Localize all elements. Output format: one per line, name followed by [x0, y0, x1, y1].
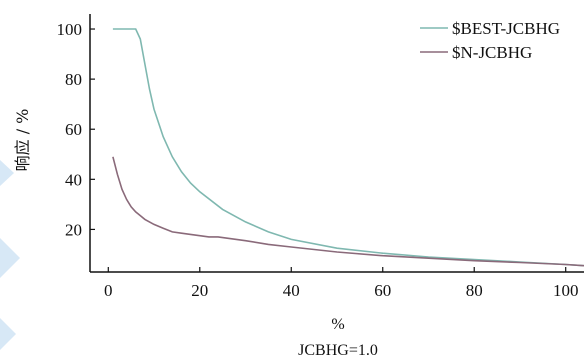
x-tick-label: 20 — [191, 281, 208, 300]
x-ticks: 0 20 40 60 80 100 — [104, 267, 578, 300]
series-line-1 — [112, 28, 584, 267]
y-tick-label: 60 — [65, 120, 82, 139]
y-tick-label: 80 — [65, 70, 82, 89]
y-tick-label: 40 — [65, 170, 82, 189]
series-layer — [112, 28, 584, 267]
legend: $BEST-JCBHG $N-JCBHG — [420, 19, 560, 62]
series-line-2 — [112, 156, 584, 267]
plot-area: 0 20 40 60 80 100 20 40 60 80 100 — [57, 14, 584, 300]
x-tick-label: 100 — [553, 281, 579, 300]
y-ticks: 20 40 60 80 100 — [57, 20, 95, 239]
x-axis-label: % — [331, 316, 344, 333]
x-tick-label: 40 — [283, 281, 300, 300]
y-tick-label: 100 — [57, 20, 83, 39]
x-axis-condition-label: JCBHG=1.0 — [298, 342, 378, 359]
y-axis-label: 响应 / % — [13, 109, 32, 172]
x-tick-label: 0 — [104, 281, 113, 300]
watermark-decoration — [0, 160, 20, 350]
legend-label-1: $BEST-JCBHG — [452, 19, 560, 38]
legend-label-2: $N-JCBHG — [452, 43, 532, 62]
y-tick-label: 20 — [65, 220, 82, 239]
x-tick-label: 60 — [374, 281, 391, 300]
x-tick-label: 80 — [466, 281, 483, 300]
